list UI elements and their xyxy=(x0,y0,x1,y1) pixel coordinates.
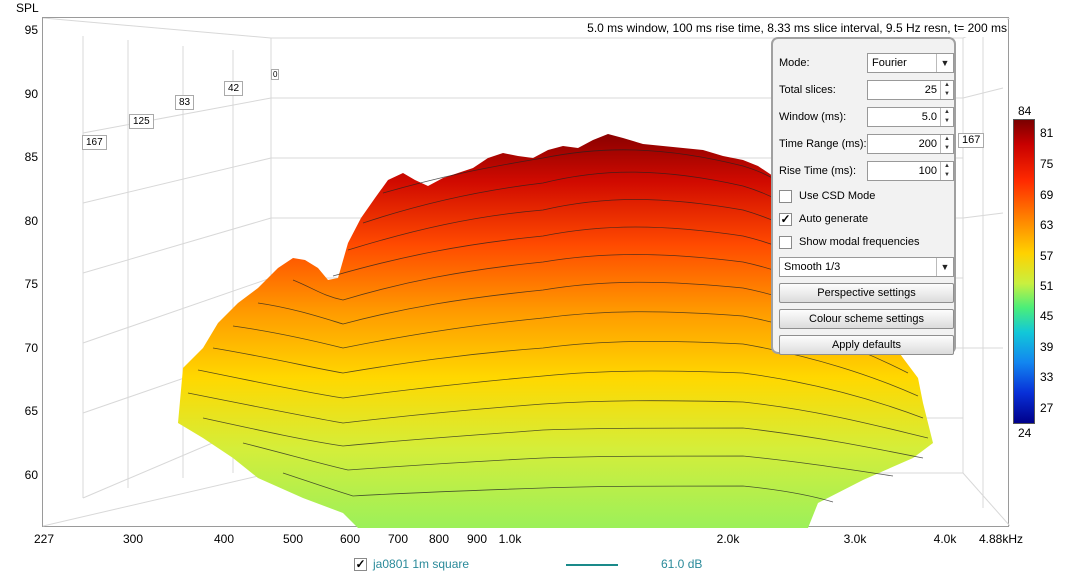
x-tick-300: 300 xyxy=(122,532,144,546)
x-tick-800: 800 xyxy=(428,532,450,546)
mode-value: Fourier xyxy=(872,57,907,69)
modal-frequencies-label: Show modal frequencies xyxy=(799,236,920,248)
legend-visibility-checkbox[interactable]: ✓ xyxy=(354,557,367,571)
slice-marker-167: 167 xyxy=(82,135,107,150)
legend-value: 61.0 dB xyxy=(661,557,703,571)
colorbar-tick-69: 69 xyxy=(1040,188,1054,202)
colorbar-tick-51: 51 xyxy=(1040,279,1054,293)
spinner-arrows-icon[interactable]: ▲ ▼ xyxy=(940,108,953,126)
colour-scale-bar xyxy=(1013,119,1035,424)
slice-marker-167-right: 167 xyxy=(958,133,985,148)
total-slices-value: 25 xyxy=(924,84,937,96)
waterfall-controls-panel: Mode: Fourier ▼ Total slices: 25 ▲ ▼ Wind… xyxy=(771,37,956,355)
colorbar-tick-33: 33 xyxy=(1040,370,1054,384)
slice-marker-125: 125 xyxy=(129,114,154,129)
x-tick-400: 400 xyxy=(213,532,235,546)
waterfall-surface xyxy=(178,134,933,528)
colorbar-tick-27: 27 xyxy=(1040,401,1054,415)
slice-marker-83: 83 xyxy=(175,95,195,110)
total-slices-spinner[interactable]: 25 ▲ ▼ xyxy=(867,80,954,100)
time-range-label: Time Range (ms): xyxy=(779,138,867,150)
y-tick-65: 65 xyxy=(24,404,38,418)
total-slices-label: Total slices: xyxy=(779,84,836,96)
colour-scheme-settings-button[interactable]: Colour scheme settings xyxy=(779,309,954,329)
rise-time-label: Rise Time (ms): xyxy=(779,165,856,177)
time-range-spinner[interactable]: 200 ▲ ▼ xyxy=(867,134,954,154)
spinner-arrows-icon[interactable]: ▲ ▼ xyxy=(940,162,953,180)
mode-select[interactable]: Fourier ▼ xyxy=(867,53,954,73)
x-tick-3k: 3.0k xyxy=(843,532,867,546)
modal-frequencies-row[interactable]: Show modal frequencies xyxy=(779,235,950,257)
colorbar-tick-45: 45 xyxy=(1040,309,1054,323)
colorbar-tick-75: 75 xyxy=(1040,157,1054,171)
total-slices-row: Total slices: 25 ▲ ▼ xyxy=(779,80,954,102)
rise-time-spinner[interactable]: 100 ▲ ▼ xyxy=(867,161,954,181)
perspective-settings-button[interactable]: Perspective settings xyxy=(779,283,954,303)
x-tick-1k: 1.0k xyxy=(498,532,522,546)
chevron-down-icon[interactable]: ▼ xyxy=(936,54,953,72)
analysis-info-text: 5.0 ms window, 100 ms rise time, 8.33 ms… xyxy=(564,19,1007,37)
apply-defaults-button[interactable]: Apply defaults xyxy=(779,335,954,355)
y-tick-90: 90 xyxy=(24,87,38,101)
mode-label: Mode: xyxy=(779,57,810,69)
spinner-arrows-icon[interactable]: ▲ ▼ xyxy=(940,81,953,99)
window-spinner[interactable]: 5.0 ▲ ▼ xyxy=(867,107,954,127)
rise-time-value: 100 xyxy=(918,165,937,177)
time-range-row: Time Range (ms): 200 ▲ ▼ xyxy=(779,134,954,156)
auto-generate-row[interactable]: ✓ Auto generate xyxy=(779,212,950,234)
colorbar-tick-63: 63 xyxy=(1040,218,1054,232)
auto-generate-checkbox[interactable]: ✓ xyxy=(779,212,792,226)
x-tick-500: 500 xyxy=(282,532,304,546)
smoothing-select[interactable]: Smooth 1/3 ▼ xyxy=(779,257,954,277)
y-tick-85: 85 xyxy=(24,150,38,164)
window-value: 5.0 xyxy=(921,111,937,123)
colorbar-tick-57: 57 xyxy=(1040,249,1054,263)
csd-mode-label: Use CSD Mode xyxy=(799,190,876,202)
legend-measurement-name[interactable]: ja0801 1m square xyxy=(373,557,470,571)
x-tick-900: 900 xyxy=(466,532,488,546)
x-tick-700: 700 xyxy=(387,532,409,546)
colorbar-tick-39: 39 xyxy=(1040,340,1054,354)
spinner-arrows-icon[interactable]: ▲ ▼ xyxy=(940,135,953,153)
window-label: Window (ms): xyxy=(779,111,847,123)
y-tick-70: 70 xyxy=(24,341,38,355)
slice-marker-0: 0 xyxy=(271,69,280,80)
auto-generate-label: Auto generate xyxy=(799,213,869,225)
slice-marker-42: 42 xyxy=(224,81,244,96)
x-tick-600: 600 xyxy=(339,532,361,546)
csd-mode-checkbox[interactable] xyxy=(779,190,792,203)
rise-time-row: Rise Time (ms): 100 ▲ ▼ xyxy=(779,161,954,183)
legend-line-swatch xyxy=(566,564,618,566)
time-range-value: 200 xyxy=(918,138,937,150)
x-tick-227: 227 xyxy=(33,532,55,546)
y-tick-60: 60 xyxy=(24,468,38,482)
colorbar-min-label: 24 xyxy=(1018,426,1032,440)
x-tick-4-88k: 4.88kHz xyxy=(978,532,1024,546)
colorbar-max-label: 84 xyxy=(1018,104,1032,118)
window-row: Window (ms): 5.0 ▲ ▼ xyxy=(779,107,954,129)
y-axis-title: SPL xyxy=(16,1,39,15)
y-tick-95: 95 xyxy=(24,23,38,37)
x-tick-2k: 2.0k xyxy=(716,532,740,546)
y-tick-75: 75 xyxy=(24,277,38,291)
modal-frequencies-checkbox[interactable] xyxy=(779,236,792,249)
chevron-down-icon[interactable]: ▼ xyxy=(936,258,953,276)
smoothing-value: Smooth 1/3 xyxy=(784,261,841,273)
x-tick-4k: 4.0k xyxy=(933,532,957,546)
colorbar-tick-81: 81 xyxy=(1040,126,1054,140)
csd-mode-row[interactable]: Use CSD Mode xyxy=(779,189,950,211)
y-tick-80: 80 xyxy=(24,214,38,228)
mode-row: Mode: Fourier ▼ xyxy=(779,53,954,75)
